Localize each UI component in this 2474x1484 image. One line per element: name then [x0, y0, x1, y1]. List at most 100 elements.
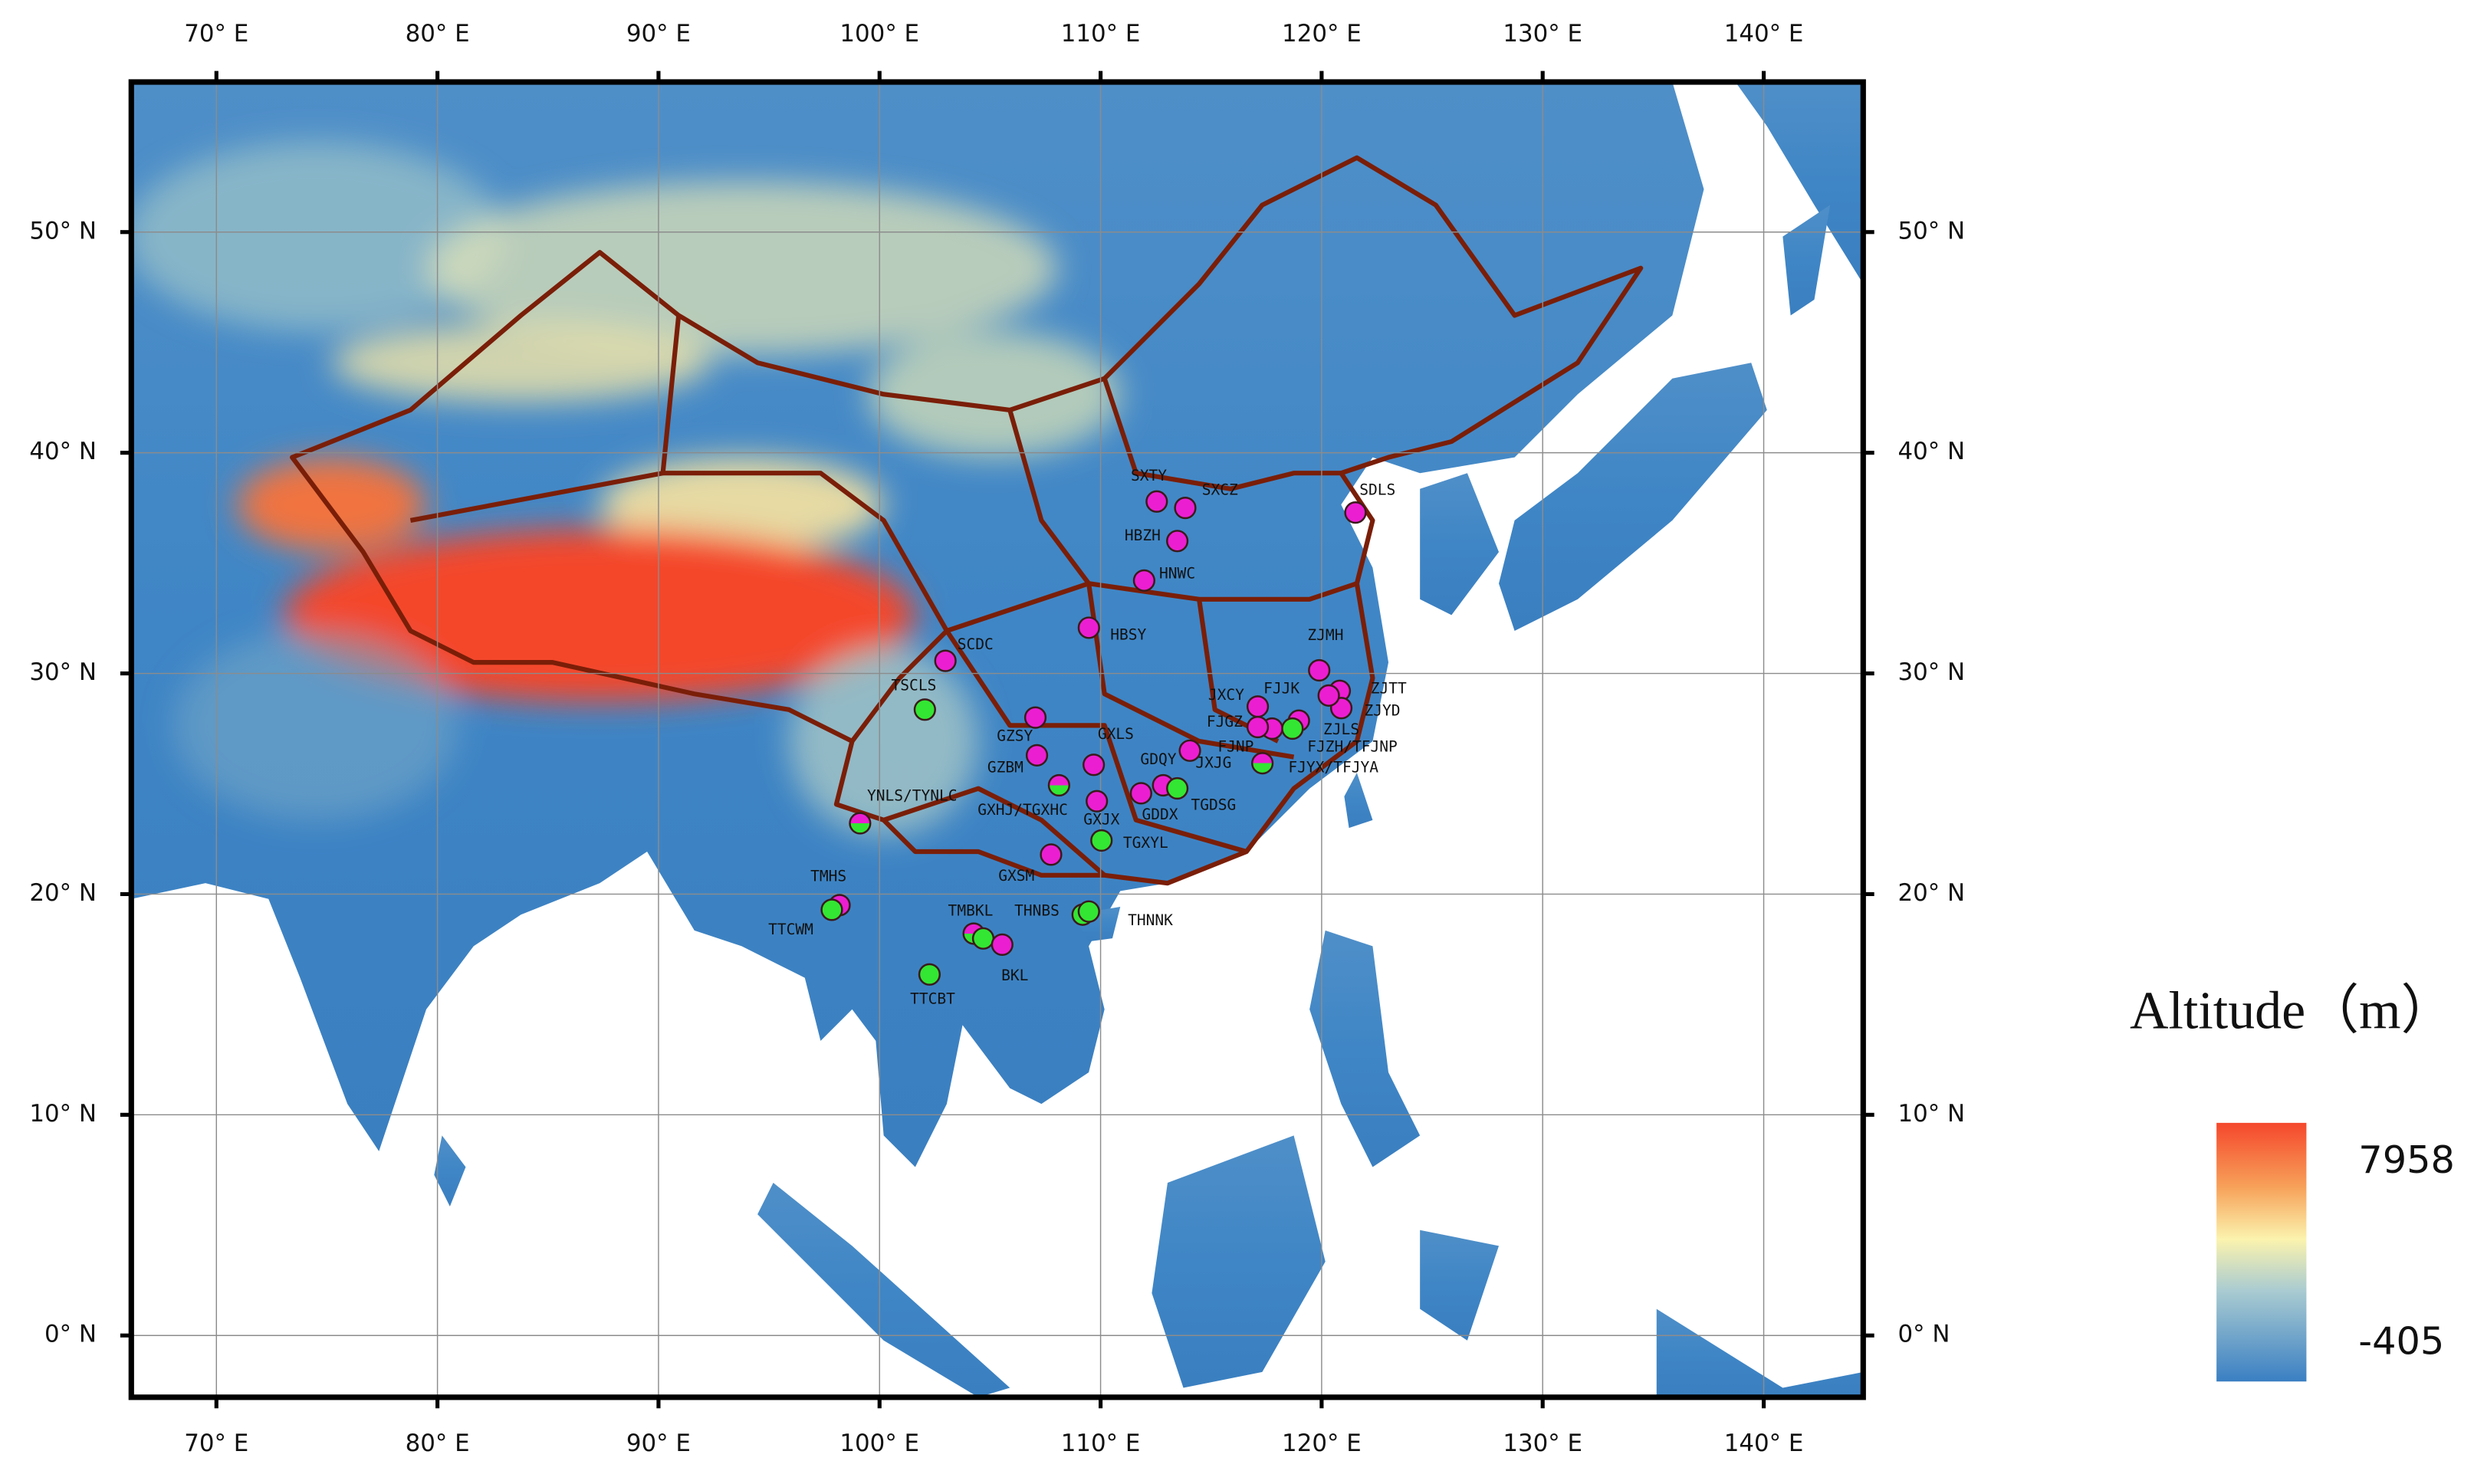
site-point: [918, 963, 941, 986]
legend-title: Altitude（m）: [2130, 981, 2454, 1040]
x-tick-label: 100° E: [839, 1430, 919, 1457]
x-tick-label: 70° E: [184, 20, 248, 48]
site-label: ZJLS: [1323, 721, 1359, 738]
y-tick-label: 40° N: [1898, 438, 1966, 465]
site-point: [820, 898, 843, 921]
x-tick-label: 140° E: [1724, 1430, 1804, 1457]
site-label: SXTY: [1131, 467, 1167, 484]
site-point: [1086, 790, 1109, 813]
color-bar: [2216, 1122, 2307, 1382]
site-label: GDDX: [1142, 806, 1178, 823]
site-label: HBZH: [1125, 527, 1161, 544]
site-label: TSCLS: [892, 676, 937, 694]
site-label: THNNK: [1128, 911, 1173, 929]
site-point: [1317, 684, 1340, 707]
x-tick-label: 90° E: [626, 1430, 691, 1457]
legend-max: 7958: [2358, 1138, 2455, 1182]
site-label: GXHJ/TGXHC: [977, 801, 1068, 819]
site-point: [1132, 569, 1155, 592]
site-point: [991, 933, 1014, 956]
legend: Altitude（m） 7958 -405: [2130, 981, 2455, 1382]
site-label: SXCZ: [1202, 481, 1238, 498]
y-tick-label: 0° N: [1898, 1321, 1950, 1348]
sites: SXTY SXCZ SDLS HBZH HNWC HBSY SCDC TSCLS ZJMH ZJT…: [768, 467, 1407, 1008]
site-point: [1178, 739, 1201, 762]
basemap: [131, 81, 1864, 1397]
site-label: HBSY: [1110, 626, 1146, 644]
x-tick-label: 110° E: [1061, 1430, 1141, 1457]
relief: [131, 142, 1121, 836]
site-label: JXJG: [1195, 753, 1231, 771]
x-tick-label: 120° E: [1282, 20, 1362, 48]
site-label: JXCY: [1208, 686, 1244, 704]
x-tick-label: 110° E: [1061, 20, 1141, 48]
site-label: ZJTT: [1371, 680, 1407, 698]
site-point: [1145, 490, 1168, 513]
site-point: [1090, 829, 1113, 852]
site-point: [1040, 843, 1063, 866]
site-point: [1166, 776, 1189, 800]
site-label: TGXYL: [1123, 834, 1168, 852]
site-label: BKL: [1001, 967, 1028, 984]
site-label: YNLS/TYNLC: [867, 787, 958, 805]
site-label: TGDSG: [1191, 796, 1237, 814]
y-tick-label: 0° N: [44, 1321, 97, 1348]
site-label: THNBS: [1014, 902, 1060, 920]
site-label: TTCBT: [910, 990, 955, 1008]
site-point: [1251, 752, 1274, 775]
site-label: GXJX: [1083, 810, 1119, 828]
site-label: SDLS: [1359, 481, 1395, 498]
site-label: SCDC: [958, 635, 994, 653]
x-tick-label: 80° E: [406, 1430, 470, 1457]
site-point: [1047, 773, 1070, 797]
site-label: GDQY: [1140, 750, 1176, 768]
site-point: [849, 812, 872, 835]
grid: [131, 81, 1864, 1397]
site-point: [971, 927, 995, 950]
site-label: GZSY: [997, 727, 1033, 744]
y-tick-label: 30° N: [29, 658, 97, 686]
site-point: [1246, 695, 1270, 718]
site-label: GZBM: [987, 758, 1023, 776]
site-point: [1023, 706, 1047, 729]
x-tick-label: 70° E: [184, 1430, 248, 1457]
site-label: FJNP: [1217, 738, 1253, 756]
site-label: FJYX/TFJYA: [1288, 758, 1378, 776]
site-point: [1308, 658, 1331, 682]
x-tick-label: 130° E: [1503, 20, 1582, 48]
x-tick-label: 100° E: [839, 20, 919, 48]
site-point: [934, 649, 957, 672]
site-label: TMHS: [810, 867, 846, 885]
y-tick-label: 40° N: [29, 438, 97, 465]
site-point: [1077, 616, 1100, 639]
site-label: TTCWM: [768, 921, 813, 938]
x-tick-label: 90° E: [626, 20, 691, 48]
site-point: [1174, 497, 1197, 520]
site-label: FJZH/TFJNP: [1307, 738, 1398, 756]
legend-min: -405: [2358, 1318, 2444, 1363]
axes: 70° E 70° E 80° E 80° E 90° E 90° E 100° E 100°…: [29, 20, 1965, 1457]
site-label: ZJMH: [1307, 626, 1343, 644]
y-tick-label: 50° N: [29, 217, 97, 245]
y-tick-label: 20° N: [29, 879, 97, 907]
site-point: [913, 698, 936, 721]
site-points: [820, 490, 1367, 986]
x-tick-label: 140° E: [1724, 20, 1804, 48]
y-tick-label: 50° N: [1898, 217, 1966, 245]
x-tick-label: 130° E: [1503, 1430, 1582, 1457]
site-point: [1246, 715, 1270, 739]
site-point: [1025, 744, 1049, 767]
site-label: ZJYD: [1365, 701, 1401, 719]
site-point: [1166, 530, 1189, 553]
site-point: [1281, 717, 1304, 740]
boundaries: [290, 155, 1644, 886]
x-tick-label: 120° E: [1282, 1430, 1362, 1457]
site-label: FJJK: [1263, 680, 1299, 698]
y-tick-label: 10° N: [1898, 1100, 1966, 1128]
site-point: [1077, 900, 1100, 923]
site-label: GXLS: [1098, 725, 1134, 743]
frame: [128, 79, 1866, 1400]
site-label: FJGZ: [1207, 713, 1243, 731]
